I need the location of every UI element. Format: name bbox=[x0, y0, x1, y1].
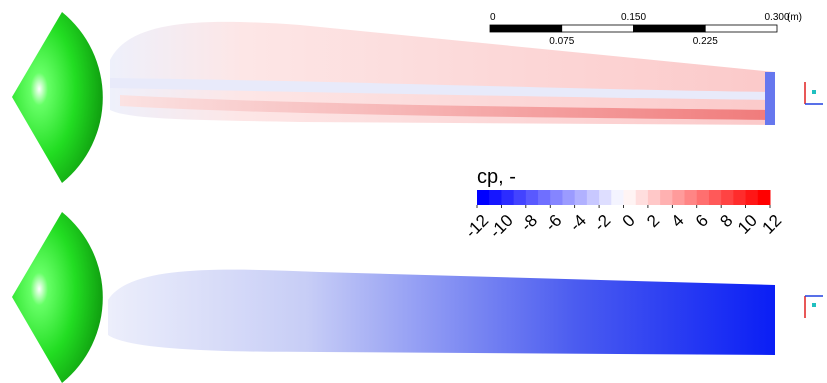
colorbar-swatch bbox=[733, 190, 746, 205]
colorbar-swatch bbox=[721, 190, 734, 205]
colorbar-swatch bbox=[575, 190, 588, 205]
colorbar-tick-label: -4 bbox=[566, 211, 590, 235]
colorbar-tick-label: 10 bbox=[734, 211, 761, 238]
colorbar-tick-label: 2 bbox=[643, 211, 663, 231]
colorbar-swatch bbox=[489, 190, 502, 205]
colorbar-swatch bbox=[660, 190, 673, 205]
colorbar-tick-label: -2 bbox=[590, 211, 614, 235]
axis-triad-bottom bbox=[805, 296, 823, 318]
colorbar-swatch bbox=[746, 190, 759, 205]
scale-label: 0 bbox=[490, 12, 496, 23]
colorbar-swatch bbox=[672, 190, 685, 205]
colorbar-title: cp, - bbox=[477, 166, 516, 188]
plume-bottom bbox=[108, 270, 775, 355]
colorbar-tick-label: 4 bbox=[668, 211, 688, 231]
colorbar-swatch bbox=[477, 190, 490, 205]
colorbar-swatch bbox=[587, 190, 600, 205]
scale-segment bbox=[562, 25, 634, 32]
colorbar-swatch bbox=[611, 190, 624, 205]
sphere-bottom bbox=[12, 212, 103, 383]
colorbar-swatch bbox=[538, 190, 551, 205]
scale-unit: (m) bbox=[787, 12, 802, 23]
colorbar-swatch bbox=[599, 190, 612, 205]
scale-segment bbox=[490, 25, 562, 32]
colorbar-tick-label: -6 bbox=[541, 211, 565, 235]
scale-sublabel: 0.225 bbox=[693, 36, 718, 47]
colorbar-swatch bbox=[624, 190, 637, 205]
colorbar-swatch bbox=[648, 190, 661, 205]
scale-sublabel: 0.075 bbox=[549, 36, 574, 47]
colorbar-swatch bbox=[709, 190, 722, 205]
colorbar-tick-label: 8 bbox=[716, 211, 736, 231]
colorbar-swatch bbox=[550, 190, 563, 205]
colorbar-tick-label: 0 bbox=[619, 211, 639, 231]
colorbar-swatch bbox=[562, 190, 575, 205]
colorbar-swatch bbox=[636, 190, 649, 205]
colorbar-tick-label: 12 bbox=[758, 211, 785, 238]
sphere-top bbox=[12, 12, 103, 183]
scene: 00.1500.3000.0750.225(m) cp, - -12-10-8-… bbox=[0, 0, 827, 383]
scale-label: 0.150 bbox=[621, 12, 646, 23]
nozzle-top bbox=[765, 72, 775, 125]
scale-segment bbox=[705, 25, 777, 32]
axis-triad-top bbox=[805, 82, 823, 104]
colorbar-swatch bbox=[514, 190, 527, 205]
colorbar-tick-label: -8 bbox=[517, 211, 541, 235]
colorbar-swatch bbox=[501, 190, 514, 205]
colorbar-tick-label: 6 bbox=[692, 211, 712, 231]
scale-segment bbox=[634, 25, 706, 32]
colorbar-swatch bbox=[526, 190, 539, 205]
colorbar-swatch bbox=[697, 190, 710, 205]
colorbar-swatch bbox=[685, 190, 698, 205]
colorbar-tick-label: -10 bbox=[486, 211, 517, 242]
colorbar-swatch bbox=[758, 190, 771, 205]
